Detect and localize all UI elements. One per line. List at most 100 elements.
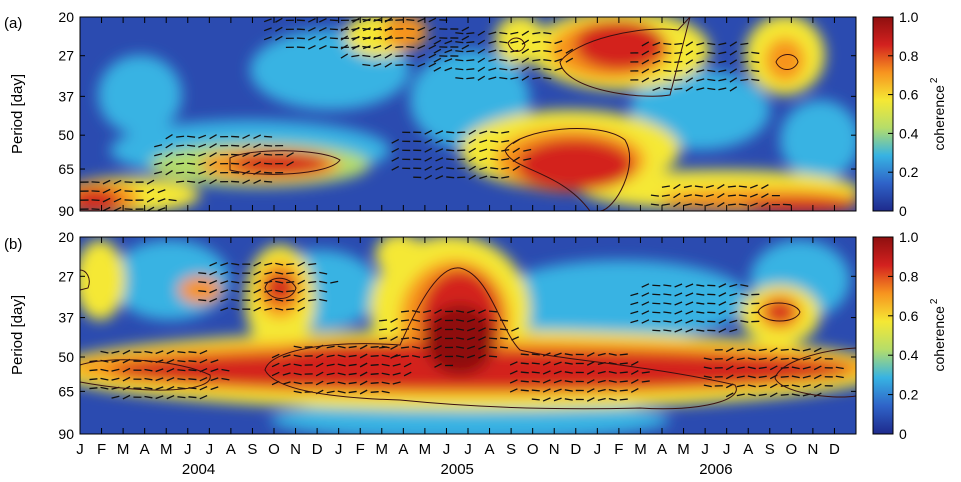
phase-arrow <box>791 348 800 352</box>
colorbar-tick-label: 0.4 <box>899 347 919 363</box>
phase-arrow <box>468 138 476 144</box>
phase-arrow <box>747 393 756 397</box>
phase-arrow <box>319 10 326 13</box>
phase-arrow <box>641 41 650 47</box>
phase-arrow <box>466 59 475 62</box>
phase-arrow <box>381 381 390 385</box>
phase-arrow <box>718 328 727 333</box>
phase-arrow <box>422 336 432 340</box>
phase-arrow <box>650 203 659 206</box>
phase-arrow <box>663 60 672 64</box>
region <box>765 38 805 82</box>
phase-arrow <box>542 352 551 357</box>
phase-arrow <box>554 49 563 54</box>
phase-arrow <box>703 384 712 388</box>
y-tick-label: 50 <box>58 127 74 143</box>
phase-arrow <box>509 379 518 384</box>
phase-arrow <box>694 194 703 197</box>
phase-arrow <box>111 359 120 363</box>
phase-arrow <box>586 379 595 384</box>
phase-arrow <box>630 310 639 315</box>
phase-arrow <box>683 194 692 198</box>
phase-arrow <box>780 375 789 378</box>
phase-arrow <box>455 68 464 71</box>
phase-arrow <box>531 389 540 392</box>
month-label: A <box>657 441 667 458</box>
phase-arrow <box>630 301 639 306</box>
month-label: M <box>677 441 690 458</box>
phase-arrow <box>532 40 541 44</box>
phase-arrow <box>619 398 628 401</box>
phase-arrow <box>424 165 433 171</box>
phase-arrow <box>543 59 552 62</box>
phase-arrow <box>479 166 488 171</box>
phase-arrow <box>384 44 393 50</box>
phase-arrow <box>165 152 173 158</box>
phase-arrow <box>435 130 444 135</box>
phase-arrow <box>166 376 175 382</box>
phase-arrow <box>739 213 747 214</box>
panel-a-phase-arrows <box>48 10 791 233</box>
phase-arrow <box>685 77 694 83</box>
phase-arrow <box>725 347 734 353</box>
phase-arrow <box>199 349 208 355</box>
phase-arrow <box>663 302 672 305</box>
phase-arrow <box>685 68 694 74</box>
phase-arrow <box>187 162 196 165</box>
phase-arrow <box>477 30 486 36</box>
phase-arrow <box>48 209 56 210</box>
phase-arrow <box>706 231 714 233</box>
phase-arrow <box>329 37 338 40</box>
phase-arrow <box>297 270 306 276</box>
phase-arrow <box>282 363 291 367</box>
phase-arrow <box>521 48 530 54</box>
phase-arrow <box>124 190 133 193</box>
phase-arrow <box>641 68 650 74</box>
phase-arrow <box>758 384 767 388</box>
phase-arrow <box>385 11 393 12</box>
colorbar-tick-label: 1.0 <box>899 9 919 25</box>
phase-arrow <box>532 31 541 35</box>
month-label: D <box>829 441 840 458</box>
phase-arrow <box>424 174 433 180</box>
phase-arrow <box>597 388 606 393</box>
region <box>575 20 665 70</box>
phase-arrow <box>696 60 705 64</box>
phase-arrow <box>155 395 164 400</box>
phase-arrow <box>729 328 738 333</box>
phase-arrow <box>619 362 628 365</box>
phase-arrow <box>264 180 273 183</box>
region <box>490 260 750 340</box>
phase-arrow <box>384 26 393 32</box>
phase-arrow <box>586 361 595 366</box>
phase-arrow <box>242 143 250 149</box>
phase-arrow <box>337 345 346 349</box>
phase-arrow <box>155 377 164 382</box>
colorbar-tick-label: 0.6 <box>899 87 919 103</box>
phase-arrow <box>264 271 273 275</box>
phase-arrow <box>718 78 727 82</box>
phase-arrow <box>565 48 574 54</box>
phase-arrow <box>490 158 499 161</box>
phase-arrow <box>468 156 476 162</box>
phase-arrow <box>59 190 66 193</box>
phase-arrow <box>264 262 273 266</box>
phase-arrow <box>586 370 595 375</box>
phase-arrow <box>146 197 155 203</box>
phase-arrow <box>597 379 606 384</box>
phase-arrow <box>297 261 306 267</box>
region <box>766 301 794 323</box>
phase-arrow <box>210 359 219 364</box>
phase-arrow <box>597 370 606 375</box>
phase-arrow <box>662 213 670 214</box>
phase-arrow <box>523 157 532 161</box>
phase-arrow <box>111 377 120 381</box>
phase-arrow <box>318 44 327 50</box>
phase-arrow <box>488 31 497 35</box>
phase-arrow <box>340 35 349 41</box>
phase-arrow <box>619 380 628 383</box>
phase-arrow <box>424 129 433 135</box>
phase-arrow <box>685 310 694 315</box>
phase-arrow <box>384 62 393 68</box>
phase-arrow <box>417 44 426 50</box>
